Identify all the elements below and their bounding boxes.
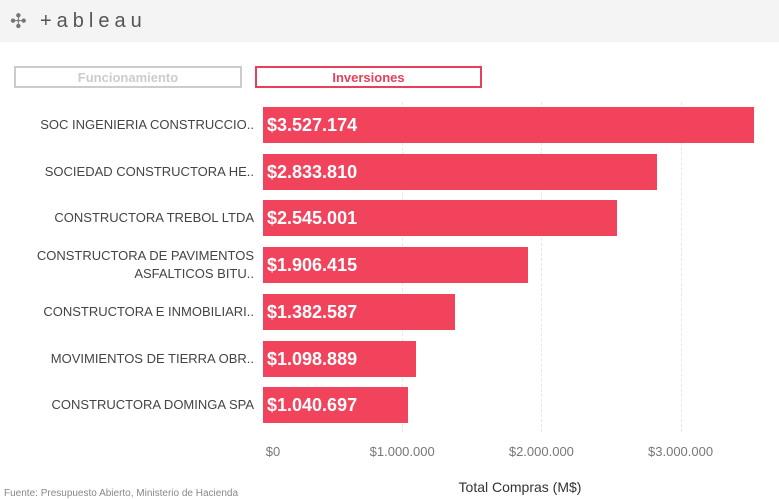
grid-line	[680, 102, 682, 432]
data-label: $1.906.415	[267, 255, 358, 276]
toolbar	[0, 0, 779, 42]
bar	[263, 247, 529, 284]
bar	[263, 107, 754, 143]
data-label: $1.382.587	[267, 301, 358, 322]
filter-button-selected[interactable]: Inversiones	[255, 66, 482, 88]
logo: +ableau	[40, 10, 147, 32]
bar	[263, 387, 408, 424]
bar	[263, 153, 658, 190]
y-category-label: SOCIEDAD CONSTRUCTORA HE..	[44, 163, 254, 179]
data-label: $2.833.810	[267, 161, 358, 182]
source-note: Fuente: Presupuesto Abierto, Ministerio …	[4, 488, 239, 499]
data-label: $2.545.001	[267, 208, 358, 229]
data-label: $1.098.889	[267, 348, 358, 369]
filter-button[interactable]: Funcionamiento	[14, 66, 242, 88]
data-label: $3.527.174	[267, 115, 358, 135]
y-category-label: CONSTRUCTORA DE PAVIMENTOS ASFALTICOS BI…	[36, 248, 254, 282]
x-tick-label: $2.000.000	[508, 444, 574, 459]
grid-line	[541, 102, 543, 432]
bar	[263, 340, 416, 377]
logo-icon: ✣	[10, 11, 27, 33]
bar	[263, 293, 456, 330]
x-tick-label: $1.000.000	[369, 444, 435, 459]
y-category-label: CONSTRUCTORA DOMINGA SPA	[51, 397, 255, 413]
y-category-label: MOVIMIENTOS DE TIERRA OBR..	[50, 350, 254, 366]
bar	[263, 200, 618, 237]
data-label: $1.040.697	[267, 395, 358, 416]
x-tick-label: $3.000.000	[648, 444, 714, 459]
y-category-label: CONSTRUCTORA E INMOBILIARI..	[43, 303, 254, 319]
x-tick-label: $0	[265, 444, 281, 459]
y-category-label: CONSTRUCTORA TREBOL LTDA	[54, 210, 254, 226]
x-axis-title: Total Compras (M$)	[458, 479, 582, 495]
y-category-label: SOC INGENIERIA CONSTRUCCIO..	[40, 117, 254, 132]
